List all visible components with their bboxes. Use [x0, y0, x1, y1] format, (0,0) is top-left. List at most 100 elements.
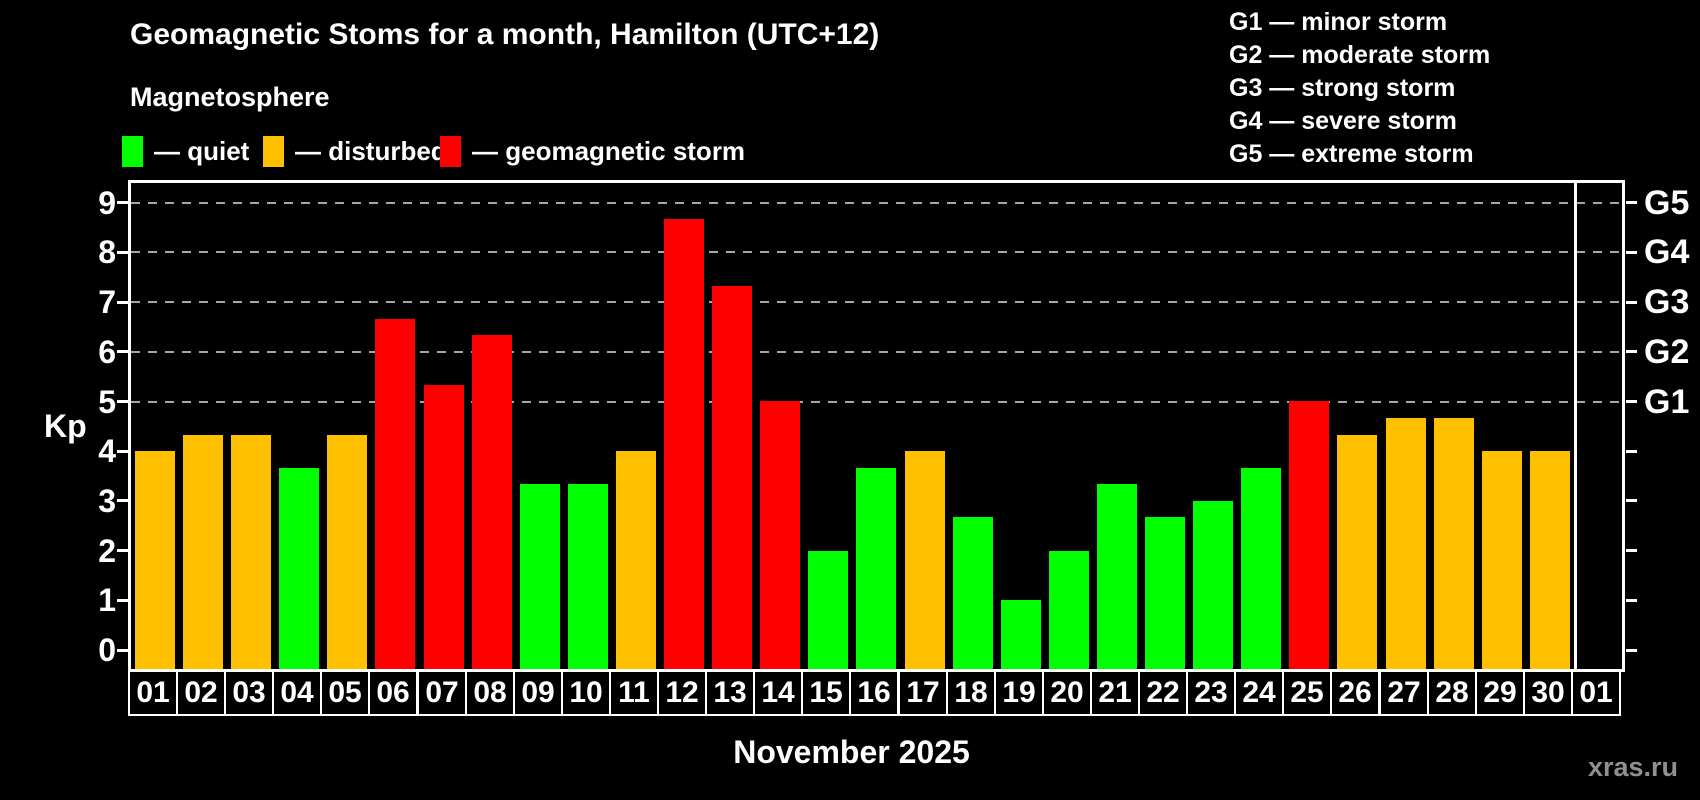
g-tick-4	[1626, 450, 1637, 453]
day-box-23: 23	[1186, 670, 1236, 716]
bar-day-01	[135, 451, 175, 669]
storm-swatch-icon	[440, 135, 461, 167]
day-box-2: 02	[176, 670, 226, 716]
g-scale-label-g5: G5	[1644, 184, 1690, 222]
g-scale-legend: G1 — minor storm G2 — moderate storm G3 — …	[1229, 6, 1490, 171]
g-tick-5	[1626, 400, 1637, 403]
bar-day-21	[1097, 484, 1137, 669]
day-box-28: 28	[1427, 670, 1477, 716]
day-box-16: 16	[849, 670, 899, 716]
legend-label-disturbed: — disturbed	[295, 135, 447, 166]
bar-day-10	[568, 484, 608, 669]
day-box-10: 10	[561, 670, 611, 716]
bar-day-25	[1289, 401, 1329, 669]
day-box-9: 09	[513, 670, 563, 716]
day-box-8: 08	[465, 670, 515, 716]
day-box-4: 04	[272, 670, 322, 716]
y-tick-label-3: 3	[98, 483, 116, 519]
g-tick-6	[1626, 350, 1637, 353]
legend-label-storm: — geomagnetic storm	[472, 135, 746, 166]
y-tick-label-1: 1	[98, 582, 116, 618]
day-box-31: 01	[1571, 670, 1621, 716]
watermark: xras.ru	[1587, 752, 1678, 782]
day-box-3: 03	[224, 670, 274, 716]
bar-day-07	[424, 385, 464, 669]
day-box-20: 20	[1042, 670, 1092, 716]
bar-day-14	[760, 401, 800, 669]
y-tick-8	[117, 251, 128, 254]
y-tick-label-7: 7	[98, 284, 116, 320]
bar-day-19	[1001, 600, 1041, 669]
bar-day-05	[327, 435, 367, 669]
g-scale-label-g4: G4	[1644, 233, 1690, 271]
y-axis-title: Kp	[44, 408, 87, 444]
magnetosphere-label: Magnetosphere	[130, 82, 330, 112]
g-tick-0	[1626, 649, 1637, 652]
y-tick-4	[117, 450, 128, 453]
bar-day-02	[183, 435, 223, 669]
g-tick-9	[1626, 201, 1637, 204]
day-box-22: 22	[1138, 670, 1188, 716]
day-box-19: 19	[994, 670, 1044, 716]
day-box-14: 14	[753, 670, 803, 716]
y-tick-6	[117, 350, 128, 353]
g-tick-3	[1626, 499, 1637, 502]
bar-day-30	[1530, 451, 1570, 669]
y-tick-9	[117, 201, 128, 204]
bar-day-29	[1482, 451, 1522, 669]
gridline-kp8	[131, 251, 1622, 253]
day-box-15: 15	[801, 670, 851, 716]
bar-day-03	[231, 435, 271, 669]
g-tick-2	[1626, 549, 1637, 552]
gridline-kp7	[131, 301, 1622, 303]
g-scale-legend-line-4: G4 — severe storm	[1229, 107, 1457, 135]
bar-day-23	[1193, 501, 1233, 669]
gridline-kp5	[131, 401, 1622, 403]
y-tick-1	[117, 599, 128, 602]
legend-item-quiet: — quiet	[122, 135, 249, 167]
g-tick-7	[1626, 301, 1637, 304]
day-box-7: 07	[417, 670, 467, 716]
gridline-kp6	[131, 351, 1622, 353]
day-box-25: 25	[1282, 670, 1332, 716]
g-scale-label-g2: G2	[1644, 333, 1690, 371]
day-box-29: 29	[1475, 670, 1525, 716]
day-box-12: 12	[657, 670, 707, 716]
legend-item-storm: — geomagnetic storm	[440, 135, 745, 167]
day-box-26: 26	[1330, 670, 1380, 716]
day-box-1: 01	[128, 670, 178, 716]
y-tick-label-2: 2	[98, 533, 116, 569]
day-box-27: 27	[1379, 670, 1429, 716]
bar-day-13	[712, 286, 752, 669]
quiet-swatch-icon	[122, 135, 143, 167]
day-box-5: 05	[320, 670, 370, 716]
page-title: Geomagnetic Stoms for a month, Hamilton …	[130, 18, 880, 51]
y-tick-label-0: 0	[98, 632, 116, 668]
plot-area	[128, 180, 1625, 672]
g-scale-legend-line-3: G3 — strong storm	[1229, 74, 1456, 102]
x-axis-title: November 2025	[733, 734, 970, 770]
bar-day-22	[1145, 517, 1185, 669]
g-tick-8	[1626, 251, 1637, 254]
bar-day-09	[520, 484, 560, 669]
g-scale-legend-line-2: G2 — moderate storm	[1229, 41, 1491, 69]
day-box-18: 18	[946, 670, 996, 716]
bar-day-12	[664, 219, 704, 669]
gridline-kp9	[131, 202, 1622, 204]
day-box-13: 13	[705, 670, 755, 716]
day-box-24: 24	[1234, 670, 1284, 716]
y-tick-label-5: 5	[98, 384, 116, 420]
bar-day-18	[953, 517, 993, 669]
bar-day-08	[472, 335, 512, 669]
month-separator-line	[1574, 183, 1577, 669]
bar-day-27	[1386, 418, 1426, 669]
x-axis-day-boxes: 01 02 03 04 05 06 07 08 09 10 11 12 13 14 15 16 17 18 19 20…	[128, 670, 1628, 716]
bar-day-16	[856, 468, 896, 669]
y-tick-0	[117, 649, 128, 652]
day-box-17: 17	[898, 670, 948, 716]
g-scale-label-g1: G1	[1644, 383, 1690, 421]
bar-day-26	[1337, 435, 1377, 669]
bar-day-11	[616, 451, 656, 669]
g-scale-legend-line-5: G5 — extreme storm	[1229, 140, 1474, 168]
